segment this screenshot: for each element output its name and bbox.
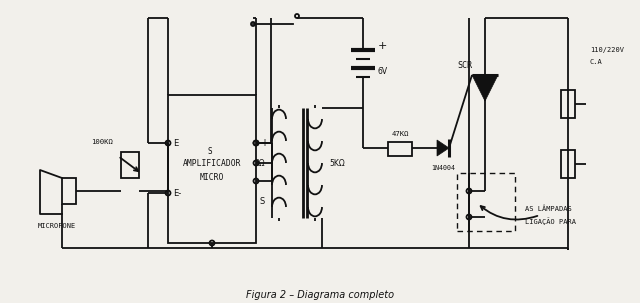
Text: 5KΩ: 5KΩ xyxy=(329,158,345,168)
Text: AS LÂMPADAS: AS LÂMPADAS xyxy=(525,206,572,212)
Polygon shape xyxy=(437,140,449,156)
Text: S: S xyxy=(207,146,212,155)
Text: +: + xyxy=(378,41,387,51)
Text: 6V: 6V xyxy=(378,68,388,76)
Text: +: + xyxy=(260,138,268,148)
Polygon shape xyxy=(472,75,498,101)
Bar xyxy=(388,142,412,156)
Text: Figura 2 – Diagrama completo: Figura 2 – Diagrama completo xyxy=(246,290,394,300)
Text: E: E xyxy=(173,138,179,148)
Text: LIGAÇÃO PARA: LIGAÇÃO PARA xyxy=(525,217,576,225)
Text: 1N4004: 1N4004 xyxy=(431,165,455,171)
Text: 8Ω: 8Ω xyxy=(254,158,265,168)
Text: 100KΩ: 100KΩ xyxy=(91,139,113,145)
Text: MICROFONE: MICROFONE xyxy=(38,223,76,229)
Text: SCR: SCR xyxy=(458,62,472,71)
Bar xyxy=(168,95,256,243)
Bar xyxy=(561,90,575,118)
Text: AMPLIFICADOR: AMPLIFICADOR xyxy=(183,159,241,168)
Text: 110/220V: 110/220V xyxy=(590,47,624,53)
Bar xyxy=(62,178,76,204)
Text: MICRO: MICRO xyxy=(200,172,224,181)
Text: E-: E- xyxy=(173,188,181,198)
Bar xyxy=(457,173,515,231)
Bar xyxy=(121,152,139,178)
Text: S: S xyxy=(260,197,265,205)
Bar xyxy=(561,150,575,178)
Text: C.A: C.A xyxy=(590,59,603,65)
Text: 47KΩ: 47KΩ xyxy=(391,131,409,137)
